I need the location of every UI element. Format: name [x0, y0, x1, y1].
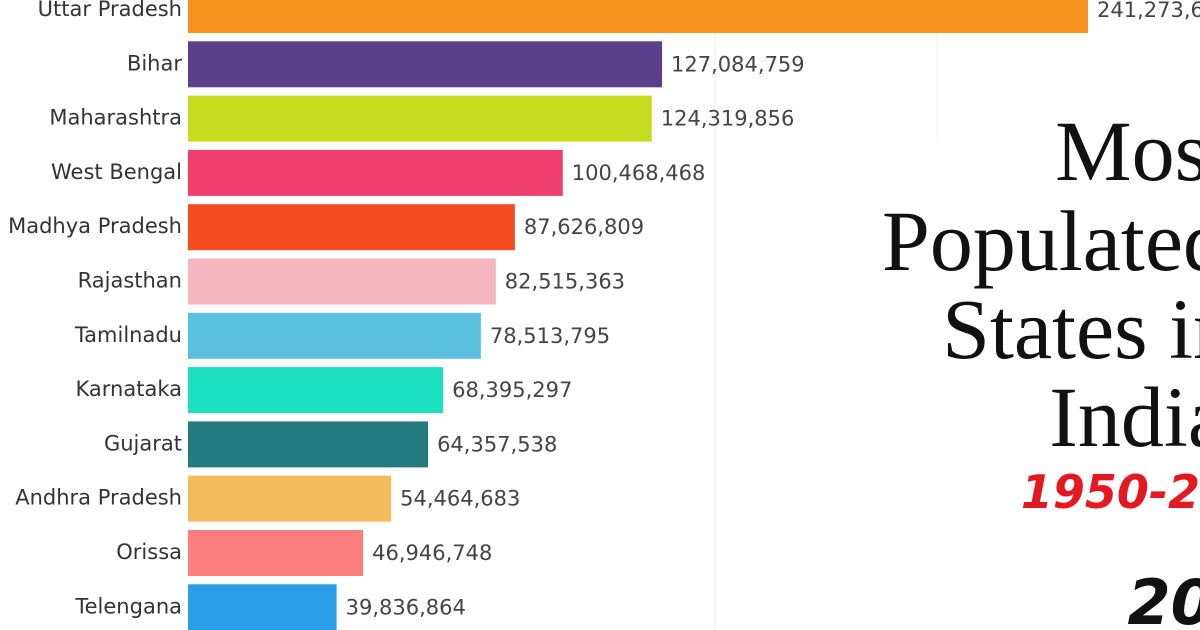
- bar: [188, 421, 429, 468]
- title-panel: [740, 138, 1200, 630]
- category-label: Andhra Pradesh: [15, 486, 182, 510]
- value-label: 54,464,683: [400, 487, 520, 511]
- bar: [188, 95, 652, 142]
- value-label: 127,084,759: [671, 52, 805, 76]
- category-label: Rajasthan: [78, 269, 182, 293]
- value-label: 124,319,856: [661, 107, 795, 131]
- title-line: States in: [942, 281, 1200, 377]
- subtitle: 1950-2021: [1021, 465, 1200, 519]
- value-label: 78,513,795: [490, 324, 610, 348]
- value-label: 46,946,748: [372, 541, 492, 565]
- bars: Uttar Pradesh 241,273,6 Bihar 127,084,759 Ma…: [8, 0, 1200, 630]
- category-label: Uttar Pradesh: [38, 0, 182, 21]
- value-label: 241,273,6: [1097, 0, 1200, 22]
- bar: [188, 475, 392, 522]
- bar: [188, 149, 563, 196]
- title-line: Populated: [882, 193, 1200, 289]
- title-block: MostPopulatedStates inIndia1950-2021 2021: [882, 103, 1200, 630]
- value-label: 87,626,809: [524, 215, 644, 239]
- category-label: Orissa: [116, 540, 182, 564]
- bar: [188, 204, 515, 251]
- bar: [188, 0, 1088, 33]
- category-label: Telengana: [74, 594, 182, 618]
- title-line: India: [1049, 369, 1200, 465]
- bar: [188, 367, 444, 414]
- category-label: Madhya Pradesh: [8, 214, 182, 238]
- category-label: Karnataka: [76, 377, 182, 401]
- value-label: 82,515,363: [505, 270, 625, 294]
- category-label: Maharashtra: [49, 106, 182, 130]
- year-label: 2021: [1127, 566, 1200, 630]
- bar: [188, 258, 496, 305]
- bar: [188, 530, 364, 576]
- category-label: Gujarat: [104, 431, 182, 455]
- category-label: Tamilnadu: [74, 323, 182, 347]
- value-label: 100,468,468: [572, 161, 706, 185]
- value-label: 64,357,538: [437, 432, 557, 456]
- category-label: Bihar: [127, 51, 182, 75]
- value-label: 68,395,297: [452, 378, 572, 402]
- bar: [188, 41, 663, 88]
- value-label: 39,836,864: [346, 595, 466, 619]
- title-line: Most: [1055, 103, 1200, 199]
- category-label: West Bengal: [51, 160, 182, 184]
- bar: [188, 584, 337, 630]
- bar: [188, 312, 481, 359]
